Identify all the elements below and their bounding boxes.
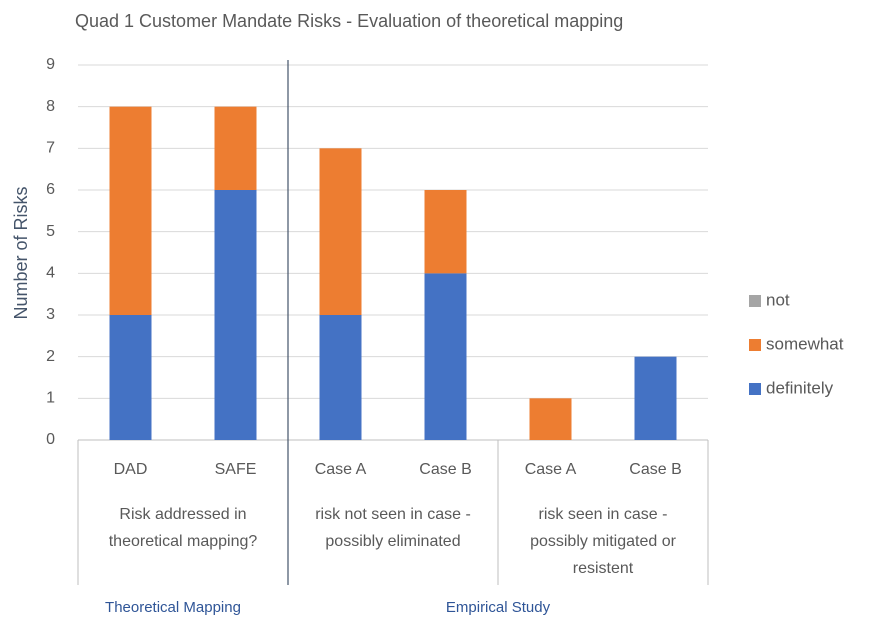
bar-segment bbox=[109, 106, 152, 316]
group-label: risk not seen in case - bbox=[315, 506, 471, 523]
super-group-label: Theoretical Mapping bbox=[105, 599, 241, 616]
group-label: resistent bbox=[573, 560, 634, 577]
bar-segment bbox=[634, 356, 677, 440]
bar-segment bbox=[424, 273, 467, 440]
bar-segment bbox=[319, 315, 362, 440]
bar-segment bbox=[319, 148, 362, 315]
bar-segment bbox=[214, 190, 257, 440]
group-label: possibly eliminated bbox=[325, 533, 460, 550]
legend-label: definitely bbox=[766, 378, 834, 397]
y-axis-label: Number of Risks bbox=[11, 186, 31, 319]
group-label: possibly mitigated or bbox=[530, 533, 677, 550]
y-tick-label: 8 bbox=[46, 98, 55, 115]
legend-swatch bbox=[749, 339, 761, 351]
x-tick-label: Case A bbox=[315, 461, 367, 478]
y-tick-label: 2 bbox=[46, 348, 55, 365]
x-tick-label: SAFE bbox=[215, 461, 257, 478]
bar-segment bbox=[529, 398, 572, 440]
legend-swatch bbox=[749, 383, 761, 395]
super-group-label: Empirical Study bbox=[446, 599, 551, 616]
bar-segment bbox=[214, 106, 257, 190]
chart-title: Quad 1 Customer Mandate Risks - Evaluati… bbox=[75, 11, 623, 31]
x-tick-label: Case A bbox=[525, 461, 577, 478]
y-tick-label: 1 bbox=[46, 390, 55, 407]
legend-swatch bbox=[749, 295, 761, 307]
y-tick-label: 3 bbox=[46, 306, 55, 323]
legend-label: somewhat bbox=[766, 334, 844, 353]
x-tick-label: Case B bbox=[629, 461, 681, 478]
y-tick-label: 5 bbox=[46, 223, 55, 240]
bar-segment bbox=[424, 190, 467, 274]
y-tick-label: 0 bbox=[46, 431, 55, 448]
y-tick-label: 9 bbox=[46, 56, 55, 73]
y-tick-label: 4 bbox=[46, 265, 55, 282]
y-tick-label: 7 bbox=[46, 140, 55, 157]
y-tick-label: 6 bbox=[46, 181, 55, 198]
bar-segment bbox=[109, 315, 152, 440]
group-label: Risk addressed in bbox=[119, 506, 246, 523]
x-tick-label: Case B bbox=[419, 461, 471, 478]
x-tick-label: DAD bbox=[114, 461, 148, 478]
group-label: theoretical mapping? bbox=[109, 533, 258, 550]
group-label: risk seen in case - bbox=[539, 506, 668, 523]
legend-label: not bbox=[766, 290, 790, 309]
